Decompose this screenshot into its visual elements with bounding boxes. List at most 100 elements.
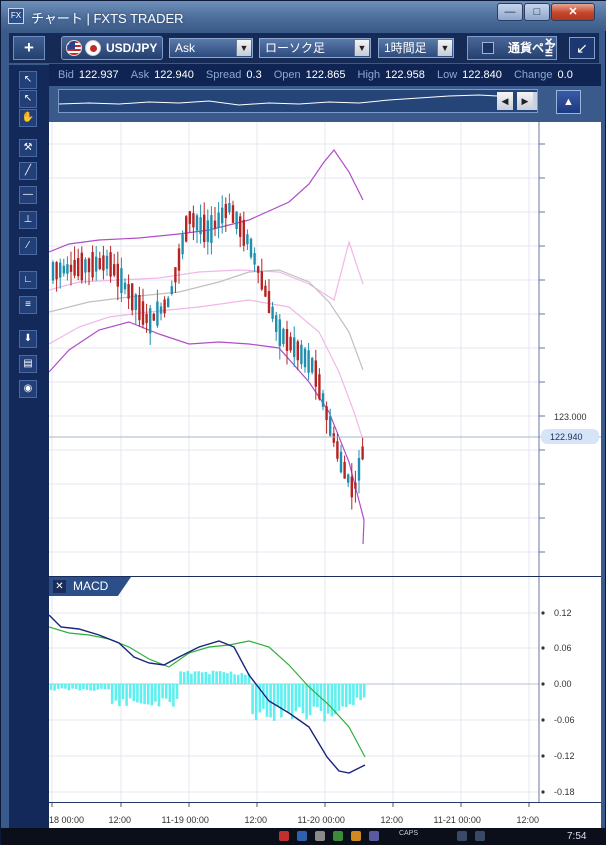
high-value: 122.958	[385, 69, 425, 81]
open-label: Open	[273, 69, 301, 81]
histogram-bar	[175, 684, 179, 699]
candle-body	[242, 219, 245, 246]
histogram-bar	[280, 684, 283, 718]
add-chart-button[interactable]: +	[13, 36, 45, 60]
candle-body	[123, 282, 127, 290]
macd-tick-mark	[541, 611, 545, 615]
candle-body	[307, 350, 310, 373]
hammer-icon[interactable]: ⚒	[19, 139, 37, 157]
minimize-button[interactable]: —	[497, 3, 523, 21]
macd-tab[interactable]: ✕ MACD	[49, 577, 131, 596]
chart-type-select[interactable]: ローソク足 ▼	[259, 38, 371, 58]
taskbar: CAPS 7:54	[1, 828, 606, 845]
macd-grid	[49, 577, 539, 802]
navigator-handle[interactable]	[533, 92, 537, 110]
close-icon[interactable]: ✕	[53, 580, 66, 593]
candle-body	[246, 234, 249, 245]
candle-body	[343, 461, 346, 479]
candle-body	[62, 265, 65, 274]
candle-body	[325, 406, 328, 421]
app-icon: FX	[8, 8, 24, 24]
channel-icon[interactable]: ⁄	[19, 237, 37, 255]
candle-body	[195, 215, 199, 231]
volume-icon[interactable]	[475, 831, 485, 841]
cursor-icon[interactable]: ↖	[19, 71, 37, 89]
app-blue-icon[interactable]	[297, 831, 307, 841]
histogram-bar	[146, 684, 150, 705]
hand-icon[interactable]: ✋	[19, 109, 37, 127]
currency-pair-checkbox[interactable]: 通貨ペア ✕ ☰	[467, 36, 557, 60]
close-button[interactable]: ✕	[551, 3, 595, 21]
close-icon[interactable]: ✕	[544, 37, 553, 48]
histogram-bar	[208, 674, 211, 684]
crosshair-cursor-icon[interactable]: ↖	[19, 90, 37, 108]
histogram-bar	[330, 684, 334, 717]
histogram-bar	[265, 684, 269, 717]
candle-body	[278, 319, 281, 347]
time-tick-label: 12:00	[381, 815, 404, 825]
fibonacci-retracement-icon[interactable]: ≡	[19, 296, 37, 314]
candle-body	[138, 295, 141, 321]
list-icon[interactable]: ▤	[19, 355, 37, 373]
time-tick-label: 12:00	[109, 815, 132, 825]
title-bar[interactable]: FX チャート | FXTS TRADER — □ ✕	[1, 1, 606, 31]
zoom-icon[interactable]: ▲	[556, 90, 581, 114]
candle-body	[181, 234, 184, 255]
histogram-bar	[276, 684, 280, 707]
maximize-button[interactable]: □	[524, 3, 550, 21]
checkbox-box[interactable]	[482, 42, 494, 54]
candle-body	[87, 258, 91, 273]
histogram-bar	[316, 684, 319, 708]
scroll-right-button[interactable]: ▶	[517, 92, 533, 110]
scroll-left-button[interactable]: ◀	[497, 92, 513, 110]
histogram-bar	[258, 684, 262, 713]
download-icon[interactable]: ⬇	[19, 330, 37, 348]
histogram-bar	[355, 684, 359, 698]
histogram-bar	[348, 684, 352, 705]
histogram-bar	[182, 672, 186, 684]
app-green-icon[interactable]	[333, 831, 343, 841]
candle-body	[131, 283, 134, 311]
candle-body	[127, 284, 130, 299]
us-flag-icon	[66, 40, 82, 56]
macd-panel[interactable]: 0.12 0.06 0.00 -0.06 -0.12 -0.18	[49, 576, 601, 802]
camera-icon[interactable]: ◉	[19, 380, 37, 398]
navigator-sparkline	[59, 94, 498, 106]
app-red-icon[interactable]	[279, 831, 289, 841]
trendline-icon[interactable]: ╱	[19, 162, 37, 180]
app-grey-icon[interactable]	[315, 831, 325, 841]
time-axis: 18 00:00 12:00 11-19 00:00 12:00 11-20 00:00…	[49, 802, 601, 828]
app-purple-icon[interactable]	[369, 831, 379, 841]
current-price-label: 122.940	[550, 432, 583, 442]
price-type-value: Ask	[175, 41, 196, 55]
macd-tick-mark	[541, 682, 545, 686]
clock: 7:54	[567, 831, 587, 842]
candle-body	[303, 348, 307, 368]
candle-body	[282, 328, 285, 344]
candle-body	[300, 344, 303, 365]
horizontal-line-icon[interactable]: —	[19, 186, 37, 204]
histogram-bar	[218, 671, 222, 684]
price-chart[interactable]: 123.000 122.940	[49, 122, 601, 576]
candle-body	[73, 259, 76, 276]
price-type-select[interactable]: Ask ▼	[169, 38, 253, 58]
candle-body	[192, 213, 195, 228]
network-icon[interactable]	[457, 831, 467, 841]
spread-value: 0.3	[246, 69, 262, 81]
bid-label: Bid	[58, 69, 74, 81]
chart-navigator[interactable]: ◀ ▶	[58, 89, 538, 113]
fibonacci-fan-icon[interactable]: ∟	[19, 271, 37, 289]
currency-pair-button[interactable]: USD/JPY	[61, 36, 163, 60]
candle-body	[293, 337, 296, 358]
histogram-bar	[186, 670, 190, 684]
period-select[interactable]: 1時間足 ▼	[378, 38, 454, 58]
candle-body	[235, 211, 238, 229]
app-orange-icon[interactable]	[351, 831, 361, 841]
macd-lines	[49, 614, 366, 774]
bollinger-upper-band	[49, 149, 364, 253]
histogram-bar	[56, 684, 60, 689]
menu-icon[interactable]: ☰	[544, 48, 553, 58]
candle-body	[213, 220, 217, 229]
expand-icon[interactable]: ↙	[569, 37, 595, 59]
vertical-line-icon[interactable]: ⊥	[19, 211, 37, 229]
